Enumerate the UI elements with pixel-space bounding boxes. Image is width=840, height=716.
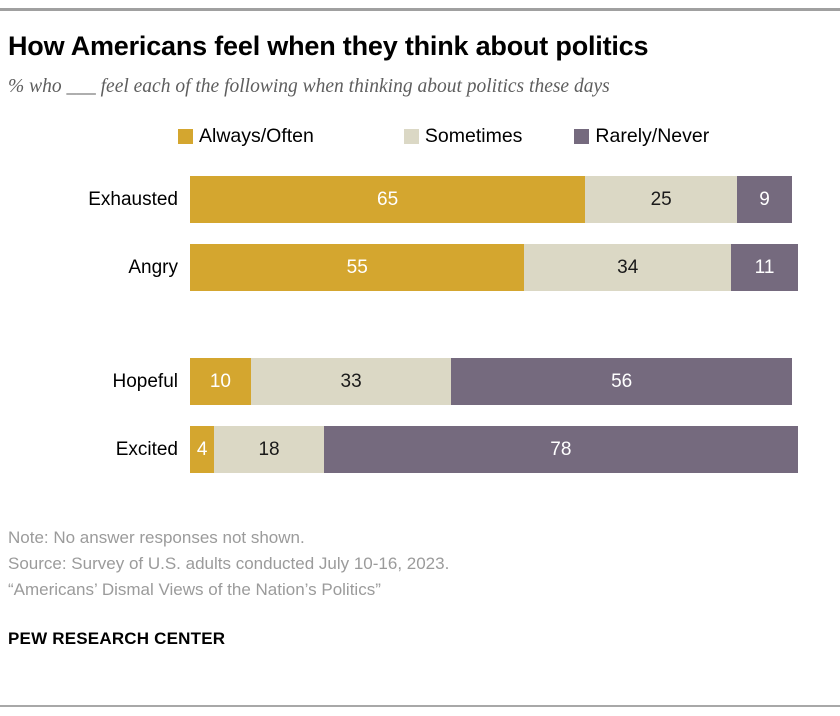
legend-swatch xyxy=(574,128,590,144)
source-line: Source: Survey of U.S. adults conducted … xyxy=(8,554,450,573)
bar-track: 65 25 9 xyxy=(190,176,798,223)
chart-title: How Americans feel when they think about… xyxy=(8,31,649,61)
value-label: 4 xyxy=(196,438,208,460)
legend-item: Always/Often xyxy=(178,125,314,148)
report-line: “Americans’ Dismal Views of the Nation’s… xyxy=(8,580,381,599)
bar-segment: 11 xyxy=(731,244,798,291)
legend-label: Sometimes xyxy=(424,124,523,147)
bar-track: 10 33 56 xyxy=(190,358,798,405)
chart-row: Excited 4 18 78 xyxy=(0,426,840,473)
legend-swatch xyxy=(178,128,193,144)
chart-row: Exhausted 65 25 9 xyxy=(0,176,840,223)
chart-row: Angry 55 34 11 xyxy=(0,244,840,291)
value-label: 25 xyxy=(650,188,672,210)
value-label: 11 xyxy=(754,256,775,278)
bar-segment: 56 xyxy=(451,358,792,405)
bar-segment: 65 xyxy=(190,176,586,223)
bar-category-label: Exhausted xyxy=(88,188,178,210)
bar-segment: 18 xyxy=(214,426,324,473)
chart-subtitle: % who ___ feel each of the following whe… xyxy=(8,76,610,97)
value-label: 9 xyxy=(759,188,770,210)
value-label: 33 xyxy=(340,370,362,392)
value-label: 56 xyxy=(611,370,633,392)
value-label: 10 xyxy=(209,370,231,392)
chart-row: Hopeful 10 33 56 xyxy=(0,358,840,405)
bar-segment: 34 xyxy=(524,244,732,291)
note-line: Note: No answer responses not shown. xyxy=(8,528,305,547)
bar-segment: 55 xyxy=(190,244,525,291)
bar-category-label: Angry xyxy=(128,256,178,278)
bar-category-label: Excited xyxy=(115,438,178,460)
value-label: 78 xyxy=(550,438,572,460)
bar-track: 55 34 11 xyxy=(190,244,798,291)
legend-label: Always/Often xyxy=(199,124,314,147)
bar-track: 4 18 78 xyxy=(190,426,798,473)
value-label: 65 xyxy=(377,188,399,210)
bar-segment: 10 xyxy=(190,358,251,405)
legend-item: Rarely/Never xyxy=(574,125,709,148)
bar-segment: 78 xyxy=(323,426,798,473)
value-label: 55 xyxy=(346,256,368,278)
top-divider xyxy=(0,8,840,11)
bar-category-label: Hopeful xyxy=(112,370,179,392)
legend: Always/Often Sometimes Rarely/Never xyxy=(178,125,840,147)
chart: Exhausted 65 25 9 Angry 55 34 11 Hopeful 10 33 56 Ex… xyxy=(0,176,840,473)
bar-segment: 9 xyxy=(737,176,792,223)
bottom-divider xyxy=(0,705,840,707)
legend-item: Sometimes xyxy=(403,124,523,148)
footnotes: Note: No answer responses not shown. Sou… xyxy=(8,525,832,603)
value-label: 18 xyxy=(258,438,280,460)
brand-wordmark: PEW RESEARCH CENTER xyxy=(8,629,226,648)
bar-segment: 33 xyxy=(250,358,452,405)
legend-label: Rarely/Never xyxy=(595,124,710,147)
legend-swatch xyxy=(403,128,419,144)
value-label: 34 xyxy=(617,256,639,278)
bar-segment: 4 xyxy=(190,426,215,473)
bar-segment: 25 xyxy=(585,176,738,223)
